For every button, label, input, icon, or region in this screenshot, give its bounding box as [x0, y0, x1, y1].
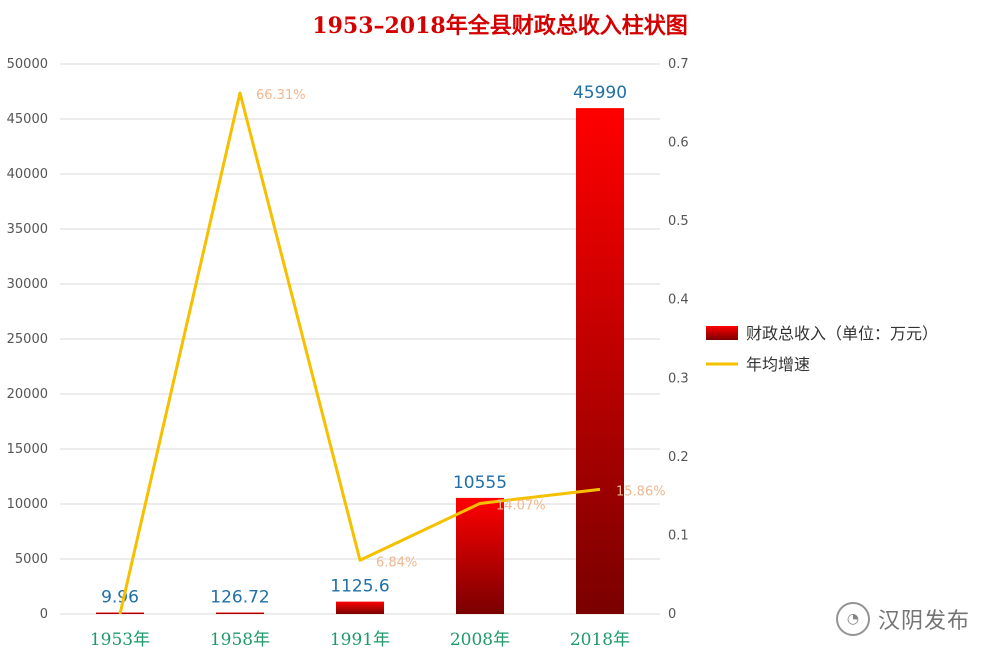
category-label: 1991年 [330, 630, 390, 650]
bar-value-label: 1125.6 [330, 577, 389, 597]
line-path [118, 91, 601, 615]
bar-value-label: 126.72 [210, 588, 269, 608]
bar-value-label: 9.96 [101, 588, 139, 608]
legend-bar-swatch [706, 326, 738, 340]
left-tick-label: 45000 [7, 112, 48, 127]
right-tick-label: 0.4 [668, 293, 689, 308]
left-tick-label: 30000 [7, 277, 48, 292]
right-tick-label: 0.7 [668, 57, 689, 72]
line-labels: 66.31% 6.84% 14.07% 15.86% [256, 88, 666, 570]
left-tick-label: 15000 [7, 442, 48, 457]
chart-title: 1953–2018年全县财政总收入柱状图 [312, 13, 687, 39]
legend-bar-label: 财政总收入（单位：万元） [746, 324, 938, 343]
line-series [118, 91, 601, 615]
wechat-icon: ◔ [835, 602, 870, 636]
watermark-text: 汉阴发布 [877, 609, 970, 634]
left-tick-label: 5000 [15, 552, 48, 567]
category-label: 2008年 [450, 630, 510, 650]
right-tick-label: 0.6 [668, 136, 689, 151]
bar-value-label: 45990 [573, 83, 627, 103]
bar [456, 497, 504, 614]
bar [336, 601, 384, 614]
line-value-label: 14.07% [496, 498, 546, 513]
left-tick-label: 35000 [7, 222, 48, 237]
bar [216, 612, 264, 614]
right-tick-label: 0.1 [668, 528, 689, 543]
left-tick-label: 10000 [7, 497, 48, 512]
line-value-label: 66.31% [256, 88, 306, 103]
bar [576, 108, 624, 615]
right-tick-label: 0.5 [668, 214, 689, 229]
left-tick-label: 40000 [7, 167, 48, 182]
right-axis-ticks: 0 0.1 0.2 0.3 0.4 0.5 0.6 0.7 [668, 57, 689, 622]
left-tick-label: 0 [40, 607, 48, 622]
left-tick-label: 50000 [7, 57, 48, 72]
category-label: 2018年 [570, 630, 630, 650]
grid [60, 63, 660, 615]
legend: 财政总收入（单位：万元） 年均增速 [706, 324, 938, 374]
left-tick-label: 25000 [7, 332, 48, 347]
category-labels: 1953年 1958年 1991年 2008年 2018年 [90, 630, 630, 650]
left-tick-label: 20000 [7, 387, 48, 402]
category-label: 1958年 [210, 630, 270, 650]
line-value-label: 6.84% [376, 555, 417, 570]
bar-labels: 9.96 126.72 1125.6 10555 45990 [101, 83, 627, 607]
bar-value-label: 10555 [453, 473, 507, 493]
line-value-label: 15.86% [616, 484, 666, 499]
legend-line-label: 年均增速 [746, 355, 810, 374]
right-tick-label: 0.3 [668, 371, 689, 386]
right-tick-label: 0 [668, 607, 676, 622]
left-axis-ticks: 0 5000 10000 15000 20000 25000 30000 35000 40000… [7, 57, 48, 622]
watermark: ◔ 汉阴发布 [835, 602, 970, 636]
bar-series [96, 108, 624, 615]
right-tick-label: 0.2 [668, 450, 689, 465]
category-label: 1953年 [90, 630, 150, 650]
